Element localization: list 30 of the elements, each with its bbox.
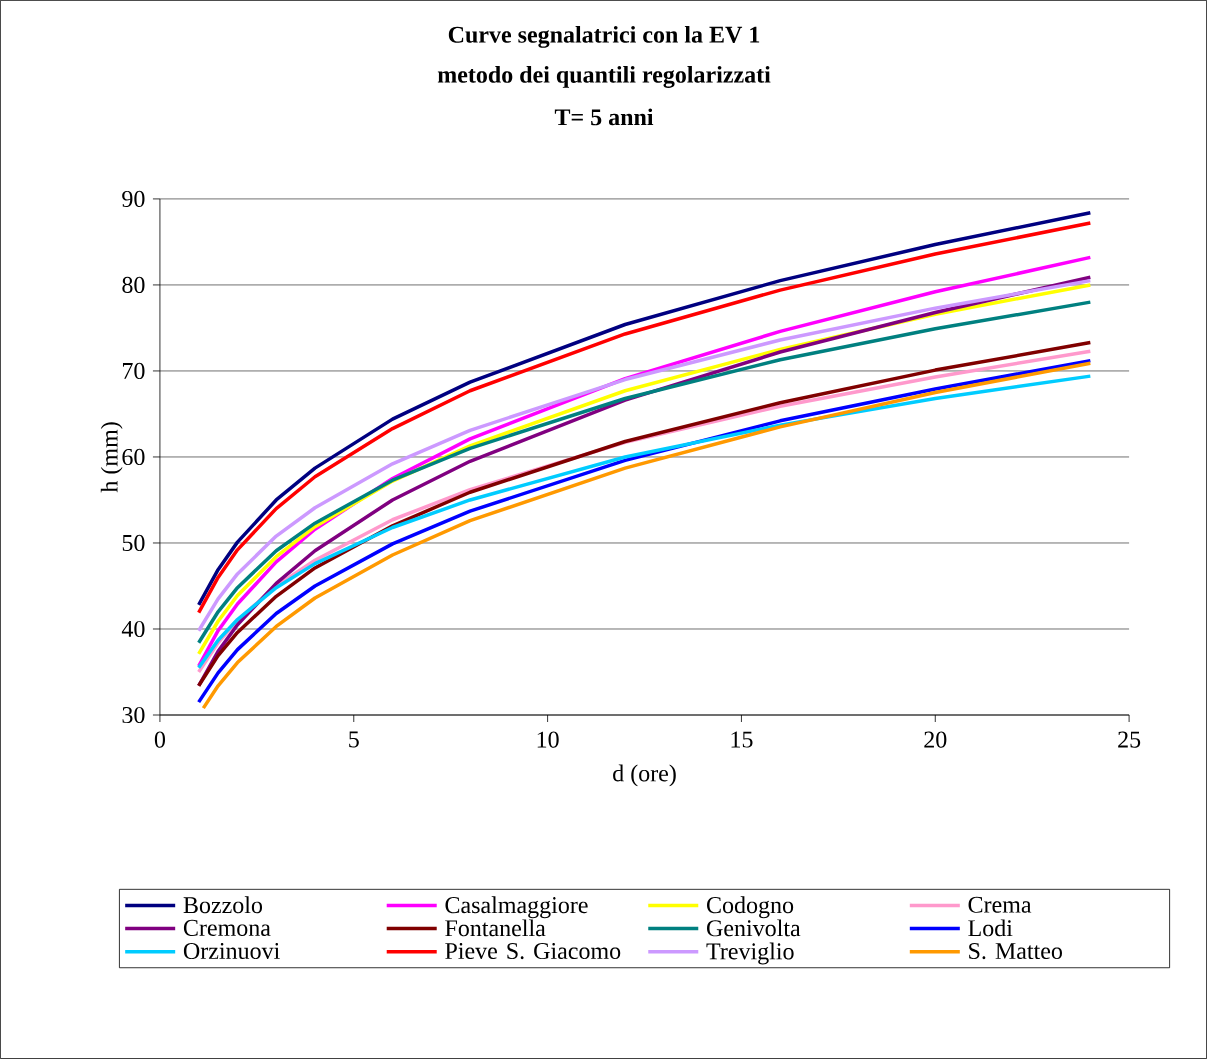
legend-label: Genivolta: [707, 919, 801, 937]
x-tick-label: 10: [537, 731, 559, 748]
y-tick-label: 60: [122, 448, 145, 466]
chart-title: Curve segnalatrici con la EV 1: [448, 25, 760, 48]
y-tick-label: 50: [122, 534, 145, 552]
x-axis-title: d (ore): [613, 764, 676, 787]
x-tick-label: 15: [731, 731, 753, 748]
legend-label: Lodi: [968, 919, 1013, 937]
x-tick-label: 0: [154, 731, 166, 748]
y-tick-label: 40: [121, 620, 145, 638]
y-tick-label: 70: [122, 362, 145, 380]
legend-label: Orzinuovi: [183, 943, 280, 960]
legend-label: Treviglio: [706, 942, 794, 965]
x-tick-label: 5: [349, 731, 359, 748]
legend-label: Bozzolo: [183, 896, 263, 914]
x-tick-label: 20: [924, 731, 947, 748]
legend-label: Fontanella: [445, 919, 546, 937]
legend-label: Casalmaggiore: [445, 896, 588, 919]
legend-label: S. Matteo: [969, 943, 1062, 960]
legend-label: Codogno: [707, 896, 794, 919]
y-axis-title: h (mm): [100, 422, 123, 493]
legend-label: Pieve S. Giacomo: [445, 943, 621, 960]
legend-label: Crema: [968, 896, 1032, 913]
text: T= 5 anni: [554, 108, 654, 126]
chart-subtitle: metodo dei quantili regolarizzati: [437, 65, 771, 88]
y-tick-label: 80: [122, 276, 145, 294]
y-tick-label: 90: [122, 190, 145, 208]
y-tick-label: 30: [122, 706, 145, 724]
legend-label: Cremona: [183, 919, 271, 936]
x-tick-label: 25: [1118, 731, 1141, 748]
